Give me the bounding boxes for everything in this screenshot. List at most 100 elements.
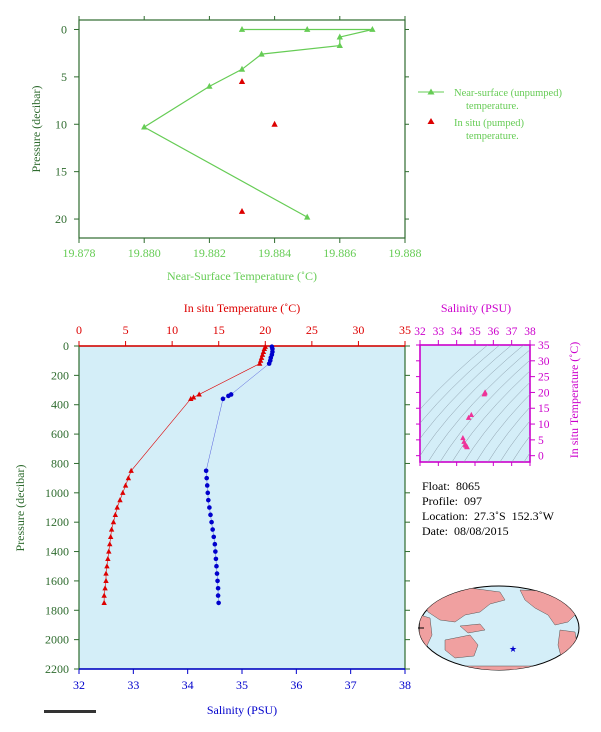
near-surface-point [258, 50, 265, 57]
near-surface-x-axis-label: Near-Surface Temperature (˚C) [167, 269, 317, 283]
profile-pressure-axis-label: Pressure (decibar) [13, 465, 27, 552]
temperature-point [128, 467, 134, 473]
salinity-point [204, 483, 210, 488]
ts-density-contour [487, 406, 530, 462]
salinity-point [215, 593, 221, 598]
ts-temperature-tick-label: 15 [538, 403, 550, 415]
ts-temperature-tick-label: 0 [538, 451, 544, 463]
near-surface-x-tick-label: 19.880 [128, 246, 161, 260]
ts-temperature-tick-label: 20 [538, 387, 550, 399]
temperature-tick-label: 0 [76, 323, 82, 337]
salinity-point [216, 600, 221, 606]
float-id: Float: 8065 [422, 479, 480, 493]
salinity-point [214, 563, 219, 569]
salinity-tick-label: 36 [290, 678, 302, 692]
salinity-point [226, 393, 231, 399]
salinity-tick-label: 33 [127, 678, 139, 692]
pressure-tick-label: 1800 [45, 603, 69, 617]
temperature-point [103, 577, 109, 584]
pressure-tick-label: 400 [51, 398, 69, 412]
date-text: Date: 08/08/2015 [422, 524, 509, 538]
salinity-tick-label: 32 [73, 678, 85, 692]
near-surface-y-tick-label: 10 [55, 117, 67, 131]
ts-point [460, 434, 466, 441]
temperature-point [114, 504, 120, 510]
near-surface-legend: Near-surface (unpumped) temperature. In … [418, 88, 565, 142]
ts-point [468, 411, 475, 417]
near-surface-x-tick-label: 19.886 [323, 246, 356, 260]
temperature-point [256, 360, 263, 366]
location-map: ★ [418, 585, 580, 671]
in-situ-point [238, 207, 246, 214]
temperature-tick-label: 20 [259, 323, 271, 337]
near-surface-point [206, 82, 213, 89]
legend-near-surface-label: Near-surface (unpumped) temperature. [454, 88, 565, 112]
profile-temperature-axis-label: In situ Temperature (˚C) [184, 301, 301, 315]
ts-salinity-axis-label: Salinity (PSU) [441, 301, 511, 315]
ts-salinity-tick-label: 35 [469, 326, 481, 338]
temperature-point [125, 475, 132, 481]
profile-id: Profile: 097 [422, 494, 482, 508]
near-surface-y-tick-label: 5 [61, 70, 67, 84]
temperature-tick-label: 10 [166, 323, 178, 337]
near-surface-x-tick-label: 19.888 [389, 246, 422, 260]
temperature-point [104, 563, 110, 569]
ts-salinity-tick-label: 32 [414, 326, 426, 338]
pressure-tick-label: 2000 [45, 633, 69, 647]
near-surface-point [238, 25, 246, 32]
salinity-point [209, 519, 214, 525]
near-surface-x-tick-label: 19.878 [63, 246, 96, 260]
salinity-point [205, 490, 211, 496]
salinity-point [213, 549, 218, 554]
ts-density-contour [451, 370, 530, 462]
near-surface-series-line [143, 28, 373, 218]
salinity-point [208, 512, 213, 518]
temperature-point [106, 548, 112, 554]
salinity-tick-label: 34 [182, 678, 194, 692]
float-location-marker: ★ [509, 645, 517, 655]
temperature-point [101, 592, 107, 598]
footer-tiny-marking [44, 710, 96, 713]
legend-red-triangle-marker [427, 118, 435, 124]
salinity-point [206, 497, 211, 503]
near-surface-point [304, 213, 311, 220]
temperature-tick-label: 25 [306, 323, 318, 337]
ts-temperature-tick-label: 5 [538, 435, 544, 447]
salinity-point [212, 541, 218, 547]
pressure-tick-label: 200 [51, 368, 69, 382]
temperature-point [102, 585, 108, 591]
ts-temperature-axis-label: In situ Temperature (˚C) [567, 342, 581, 459]
ts-point [465, 414, 472, 420]
temperature-tick-label: 15 [213, 323, 225, 337]
salinity-point [215, 578, 220, 584]
near-surface-point [369, 25, 376, 32]
near-surface-y-axis-label: Pressure (decibar) [29, 86, 43, 173]
salinity-point [214, 571, 220, 576]
near-surface-point [238, 65, 246, 72]
in-situ-point [271, 120, 278, 127]
temperature-point [112, 511, 119, 517]
ts-point [481, 391, 487, 397]
legend-in-situ-label: In situ (pumped) temperature. [454, 118, 527, 142]
temperature-point [105, 555, 111, 561]
salinity-point [207, 505, 212, 510]
profile-salinity-axis-label: Salinity (PSU) [207, 703, 277, 717]
near-surface-y-tick-label: 0 [61, 22, 67, 36]
salinity-tick-label: 38 [399, 678, 411, 692]
temperature-point [120, 489, 126, 495]
near-surface-chart: 19.878 19.880 19.882 19.884 19.886 19.888 0 5 1… [29, 16, 565, 283]
ts-salinity-tick-label: 33 [433, 326, 445, 338]
near-surface-y-tick-label: 15 [55, 165, 67, 179]
pressure-tick-label: 1400 [45, 545, 69, 559]
temperature-point [101, 599, 107, 606]
near-surface-y-tick-label: 20 [55, 212, 67, 226]
temperature-point [108, 526, 115, 532]
ts-temperature-tick-label: 10 [538, 419, 550, 431]
salinity-point [215, 585, 221, 591]
ts-point [464, 444, 470, 450]
ts-salinity-tick-label: 34 [451, 326, 463, 338]
salinity-tick-label: 37 [345, 678, 357, 692]
near-surface-point [336, 42, 343, 49]
salinity-point [203, 468, 209, 474]
